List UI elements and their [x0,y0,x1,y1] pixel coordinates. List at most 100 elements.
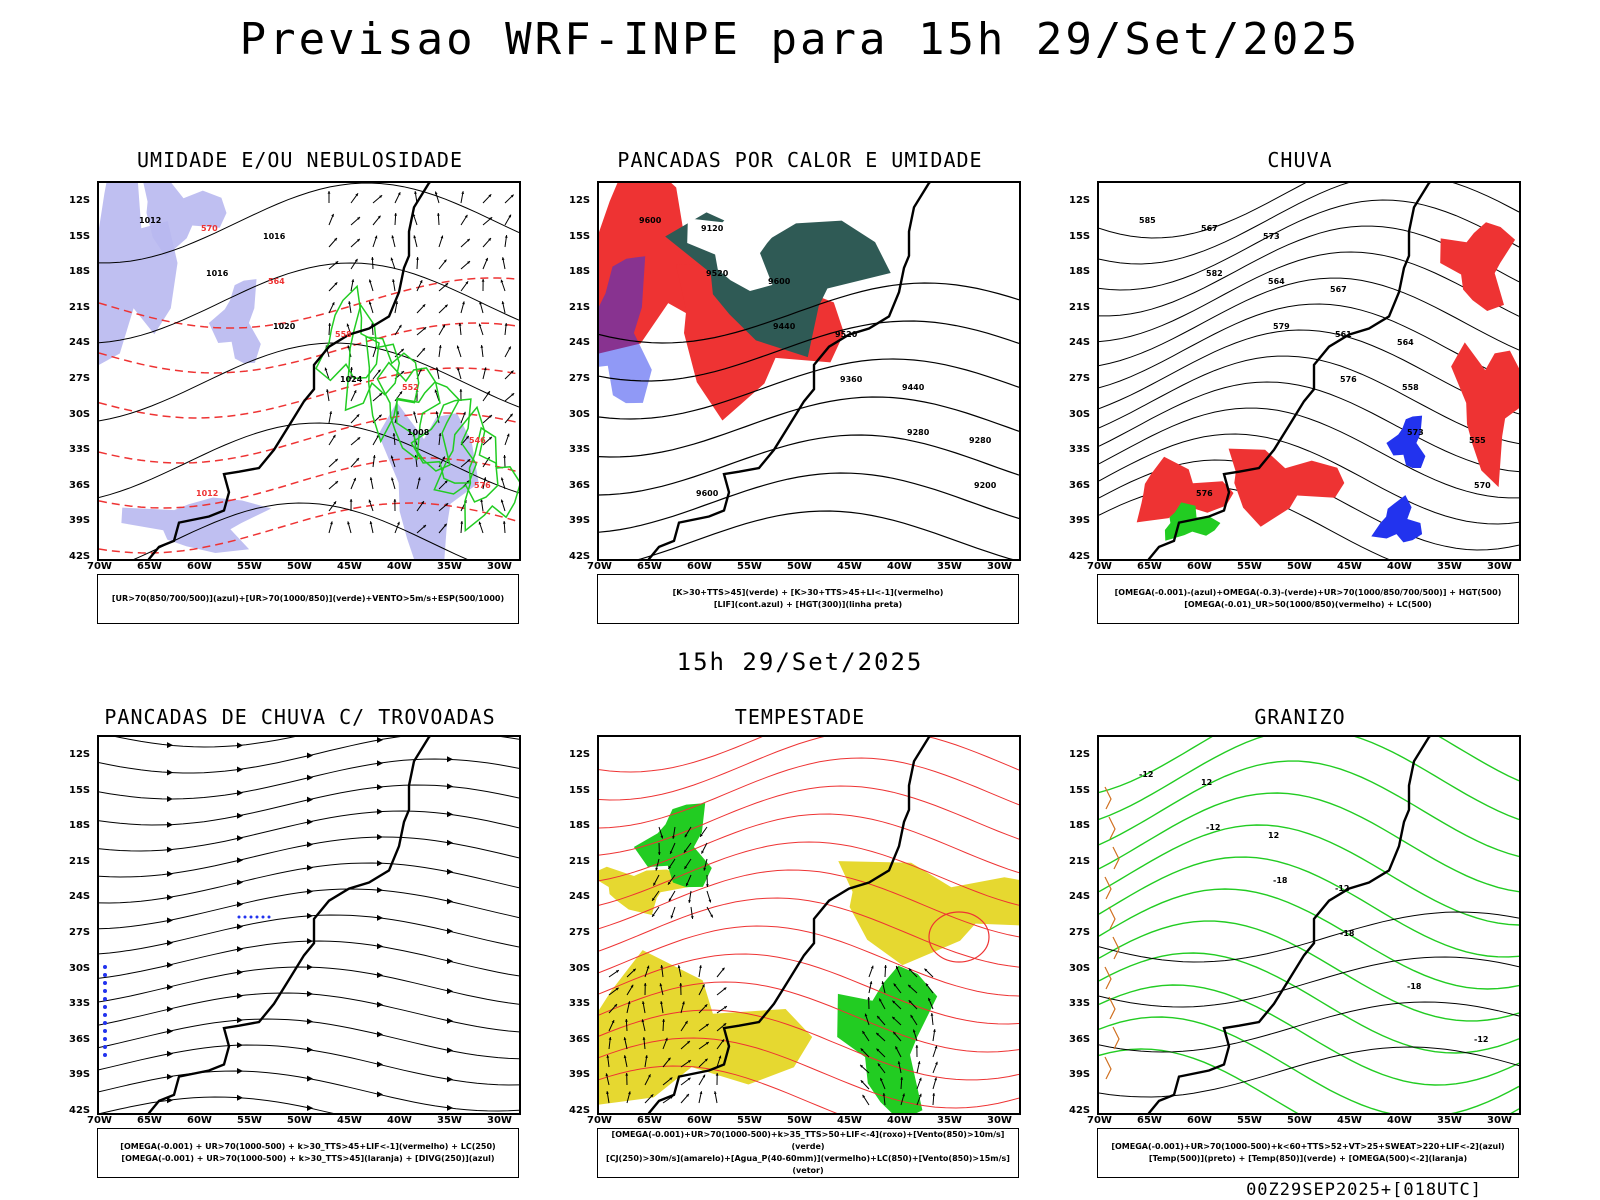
wind-vector-head [918,1093,922,1097]
field-shading [1228,448,1345,527]
contour-label: 12 [1268,831,1279,840]
longitude-label: 65W [1137,561,1162,572]
latitude-label: 39S [1069,515,1091,527]
wind-vector-head [440,235,444,239]
latitude-label: 21S [569,855,591,867]
contour-label: 1024 [340,375,363,384]
wind-vector-head [677,965,681,969]
streamline-arrow [377,1031,383,1038]
pressure-isoline [99,262,519,344]
wind-vector-head [329,411,333,415]
contour-label: 564 [268,277,285,286]
wind-vector-head [877,1015,880,1019]
contour-label: 12 [1201,778,1212,787]
streamline-arrow [447,1076,453,1083]
wind-vector-head [892,1016,896,1020]
weather-map: -12 -12 -18 -18 -18 -12 12 12 -12 [1097,735,1521,1115]
longitude-label: 30W [1487,1115,1512,1126]
longitude-label: 60W [687,561,712,572]
streamline-arrow [307,990,313,997]
streamline [99,784,519,826]
legend-line: [K>30+TTS>45](verde) + [K>30+TTS>45+LI<-… [672,588,944,597]
wind-vector-head [347,345,351,349]
wind-vector-head [660,965,664,968]
streamline-arrow [167,870,173,877]
longitude-label: 70W [587,561,612,572]
longitude-label: 60W [187,561,212,572]
wind-vector-head [391,235,395,239]
field-shading [395,381,461,472]
omega-contour [1108,906,1116,930]
legend-line: [LIF](cont.azul) + [HGT(300)](linha pret… [713,600,903,609]
field-shading [410,398,478,484]
streamline-arrow [447,958,453,965]
legend-line: [OMEGA(-0.001)+UR>70(1000-500)+k>35_TTS>… [611,1130,1005,1151]
latitude-label: 12S [1069,749,1091,760]
hgt500-isoline [1099,433,1519,525]
latitude-label: 39S [1069,1069,1091,1081]
wind-vector-head [392,279,395,282]
streamline-arrow [307,1018,313,1025]
wind-vector-head [702,1074,706,1078]
wind-vector-head [392,433,396,436]
latitude-label: 27S [1069,927,1091,938]
wind-vector-head [705,1042,709,1045]
wind-vector-head [669,1077,673,1081]
latitude-label: 36S [69,1033,91,1045]
wind-vector-head [379,195,383,199]
latitude-label: 36S [569,1033,591,1045]
wind-vector-head [456,345,460,349]
latitude-label: 24S [569,891,591,903]
streamline-arrow [167,939,173,946]
wind-vector-head [708,899,712,903]
longitude-label: 60W [187,1115,212,1126]
streamline [115,737,296,748]
wind-vector-head [606,1055,610,1058]
streamline-arrow [237,1068,243,1075]
panel-legend: [K>30+TTS>45](verde) + [K>30+TTS>45+LI<-… [597,574,1019,624]
field-shading [599,256,652,404]
field-shading [837,965,938,1113]
streamline-arrow [307,864,313,871]
streamline-arrow [447,756,453,763]
latitude-label: 27S [569,373,591,384]
streamline-arrow [237,992,243,999]
wind-vector-head [862,1094,866,1098]
wind-vector-head [457,367,460,371]
precipitable-water-contour [928,911,990,963]
wind-vector-head [378,414,382,418]
contour-label: -18 [1273,876,1288,885]
contour-label: 9600 [696,489,719,498]
streamline-arrow [167,1028,173,1035]
longitude-label: 65W [137,1115,162,1126]
wind-vector-head [715,1073,719,1076]
streamline-arrow [377,808,383,815]
wind-vector-head [699,1091,703,1095]
wind-vector-head [467,261,471,264]
wind-vector-head [487,391,490,395]
streamline-arrow [237,812,243,819]
longitude-label: 45W [1337,1115,1362,1126]
latitude-label: 27S [1069,373,1091,384]
field-shading [433,405,499,503]
wind-vector-head [327,191,331,194]
wind-vector-head [672,836,675,839]
wind-vector-head [723,1023,727,1027]
hgt300-isoline [599,472,1019,533]
panel-legend: [OMEGA(-0.001)+UR>70(1000-500)+k<60+TTS>… [1097,1128,1519,1178]
longitude-label: 55W [1237,561,1262,572]
wind-vector-head [667,1057,671,1061]
wind-vector-head [915,1045,919,1048]
latitude-label: 39S [69,1069,91,1081]
field-shading [143,183,227,257]
wind-vector-head [368,499,372,503]
wind-vector-head [704,1004,708,1008]
wind-vector-head [908,1000,912,1004]
wind-vector-head [488,194,492,198]
contour-label: 9280 [907,428,930,437]
streamline-arrow [447,1104,453,1111]
divergence-marker [103,1013,107,1017]
wind-vector-head [324,367,328,371]
wind-vector-head [485,257,488,261]
latitude-label: 12S [1069,195,1091,206]
